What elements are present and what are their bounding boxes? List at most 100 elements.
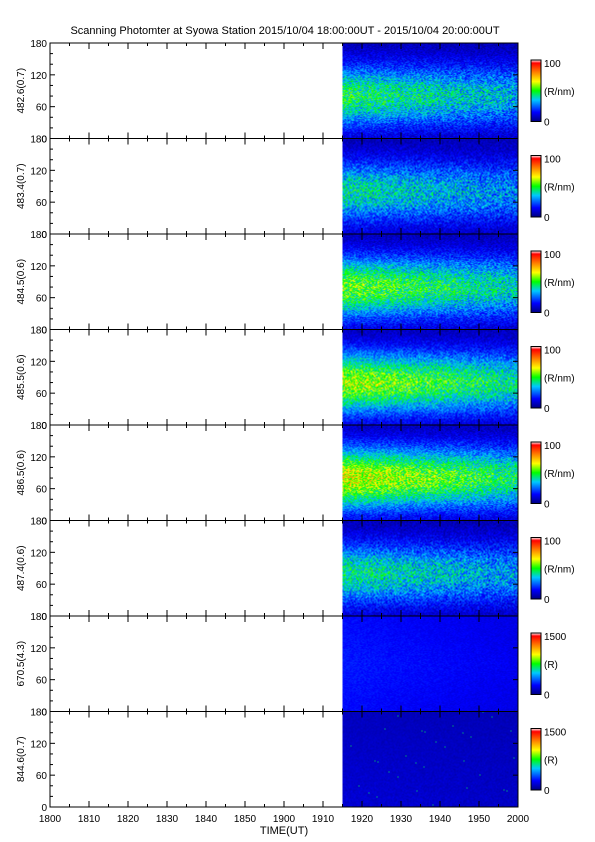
colorbar-max-label: 100 [544,346,561,357]
colorbar [530,155,542,218]
x-tick-label: 1850 [234,814,257,825]
y-tick-label: 60 [36,771,48,782]
x-tick-label: 1940 [429,814,452,825]
colorbar-min-label: 0 [544,309,550,320]
x-tick-label: 1840 [195,814,218,825]
y-tick-label: 0 [41,803,47,814]
y-tick-label: 120 [30,71,47,82]
y-tick-label: 0 [41,326,47,337]
x-tick-label: 1900 [273,814,296,825]
panel-y-label: 844.6(0.7) [16,736,27,782]
y-tick-label: 180 [30,230,47,241]
panel-y-label: 482.6(0.7) [16,68,27,114]
panel-y-label: 484.5(0.6) [16,259,27,305]
colorbar-max-label: 100 [544,537,561,548]
panel-y-label: 486.5(0.6) [16,450,27,496]
y-tick-label: 60 [36,294,48,305]
y-tick-label: 180 [30,612,47,623]
y-tick-label: 60 [36,198,48,209]
panels-group: 0 60 120 180 482.6(0.7) 100 0 (R/nm) 0 60 120 180 48… [16,39,575,814]
y-tick-label: 180 [30,708,47,719]
panel-8: 0 60 120 180 844.6(0.7) 1500 0 (R) [16,708,567,815]
panel-y-label: 483.4(0.7) [16,163,27,209]
panel-4: 0 60 120 180 485.5(0.6) 100 0 (R/nm) [16,326,575,433]
x-tick-label: 1800 [39,814,62,825]
colorbar [530,632,542,695]
x-tick-label: 1910 [312,814,335,825]
y-tick-label: 0 [41,421,47,432]
heatmap-2 [342,138,519,235]
colorbar-max-label: 100 [544,441,561,452]
colorbar-max-label: 100 [544,59,561,70]
x-tick-label: 1950 [468,814,491,825]
y-tick-label: 180 [30,39,47,50]
x-axis: 1800 1810 1820 1830 1840 1850 1900 1910 1920 1930… [39,814,530,837]
colorbar-max-label: 100 [544,155,561,166]
y-tick-label: 60 [36,389,48,400]
panel-5: 0 60 120 180 486.5(0.6) 100 0 (R/nm) [16,421,575,528]
colorbar-min-label: 0 [544,118,550,129]
heatmap-7 [342,616,519,712]
heatmap-4 [342,329,519,426]
panel-y-label: 485.5(0.6) [16,354,27,400]
x-tick-label: 1830 [156,814,179,825]
heatmap-8 [342,711,519,808]
panel-y-label: 487.4(0.6) [16,545,27,591]
colorbar-unit-label: (R) [544,755,558,766]
y-tick-label: 120 [30,453,47,464]
y-tick-label: 120 [30,357,47,368]
colorbar [530,59,542,122]
y-tick-label: 120 [30,739,47,750]
heatmap-5 [342,425,519,521]
colorbar [530,441,542,504]
colorbar-min-label: 0 [544,595,550,606]
colorbar-min-label: 0 [544,213,550,224]
heatmap-1 [342,43,519,139]
heatmap-3 [342,234,519,330]
y-tick-label: 0 [41,708,47,719]
heatmap-6 [342,520,519,617]
colorbar [530,537,542,600]
y-tick-label: 180 [30,517,47,528]
x-tick-label: 1920 [351,814,374,825]
panel-7: 0 60 120 180 670.5(4.3) 1500 0 (R) [16,612,567,719]
colorbar-unit-label: (R/nm) [544,278,575,289]
y-tick-label: 180 [30,326,47,337]
colorbar-max-label: 1500 [544,728,567,739]
y-tick-label: 60 [36,580,48,591]
colorbar [530,250,542,313]
y-tick-label: 120 [30,166,47,177]
panel-2: 0 60 120 180 483.4(0.7) 100 0 (R/nm) [16,135,575,242]
panel-1: 0 60 120 180 482.6(0.7) 100 0 (R/nm) [16,39,575,146]
colorbar-max-label: 1500 [544,632,567,643]
y-tick-label: 0 [41,517,47,528]
x-axis-label: TIME(UT) [260,825,308,837]
colorbar [530,728,542,791]
x-tick-label: 1930 [390,814,413,825]
colorbar-min-label: 0 [544,500,550,511]
colorbar-unit-label: (R) [544,660,558,671]
colorbar-unit-label: (R/nm) [544,182,575,193]
panel-y-label: 670.5(4.3) [16,641,27,687]
panel-3: 0 60 120 180 484.5(0.6) 100 0 (R/nm) [16,230,575,337]
x-tick-label: 1810 [78,814,101,825]
y-tick-label: 180 [30,421,47,432]
colorbar-unit-label: (R/nm) [544,373,575,384]
x-tick-label: 1820 [117,814,140,825]
chart-title: Scanning Photomter at Syowa Station 2015… [70,25,500,37]
colorbar-unit-label: (R/nm) [544,564,575,575]
colorbar-unit-label: (R/nm) [544,469,575,480]
y-tick-label: 60 [36,103,48,114]
x-tick-label: 2000 [507,814,530,825]
panel-6: 0 60 120 180 487.4(0.6) 100 0 (R/nm) [16,517,575,624]
colorbar-min-label: 0 [544,404,550,415]
colorbar-max-label: 100 [544,250,561,261]
y-tick-label: 120 [30,262,47,273]
colorbar [530,346,542,409]
y-tick-label: 60 [36,485,48,496]
y-tick-label: 0 [41,230,47,241]
y-tick-label: 0 [41,612,47,623]
y-tick-label: 0 [41,135,47,146]
colorbar-min-label: 0 [544,691,550,702]
